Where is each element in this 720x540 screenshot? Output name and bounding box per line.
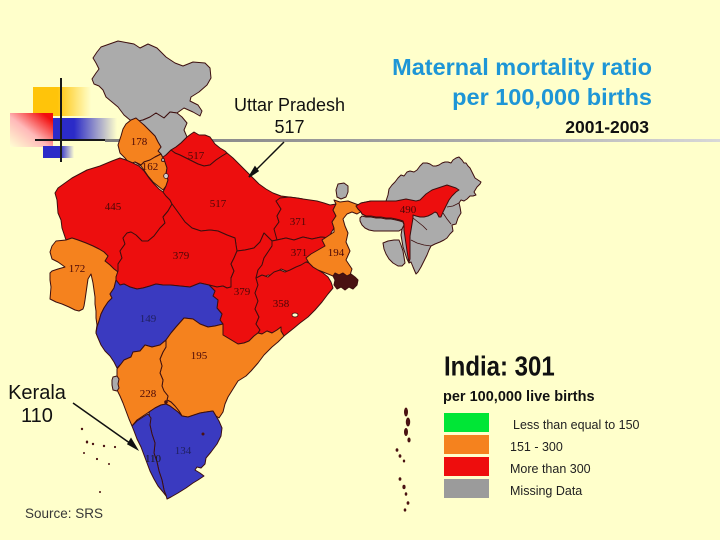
svg-text:371: 371 [291,247,308,259]
svg-text:379: 379 [173,250,190,262]
svg-text:445: 445 [105,201,122,213]
svg-text:194: 194 [328,247,345,259]
svg-text:371: 371 [290,216,307,228]
svg-text:195: 195 [191,350,208,362]
svg-text:358: 358 [273,298,290,310]
svg-text:110: 110 [145,453,162,465]
svg-text:149: 149 [140,313,157,325]
svg-text:490: 490 [400,204,417,216]
svg-text:172: 172 [69,263,86,275]
svg-text:178: 178 [131,136,148,148]
svg-text:228: 228 [140,388,157,400]
svg-text:134: 134 [175,445,192,457]
svg-text:517: 517 [210,198,227,210]
svg-text:379: 379 [234,286,251,298]
svg-text:162: 162 [142,161,159,173]
svg-text:517: 517 [188,150,205,162]
